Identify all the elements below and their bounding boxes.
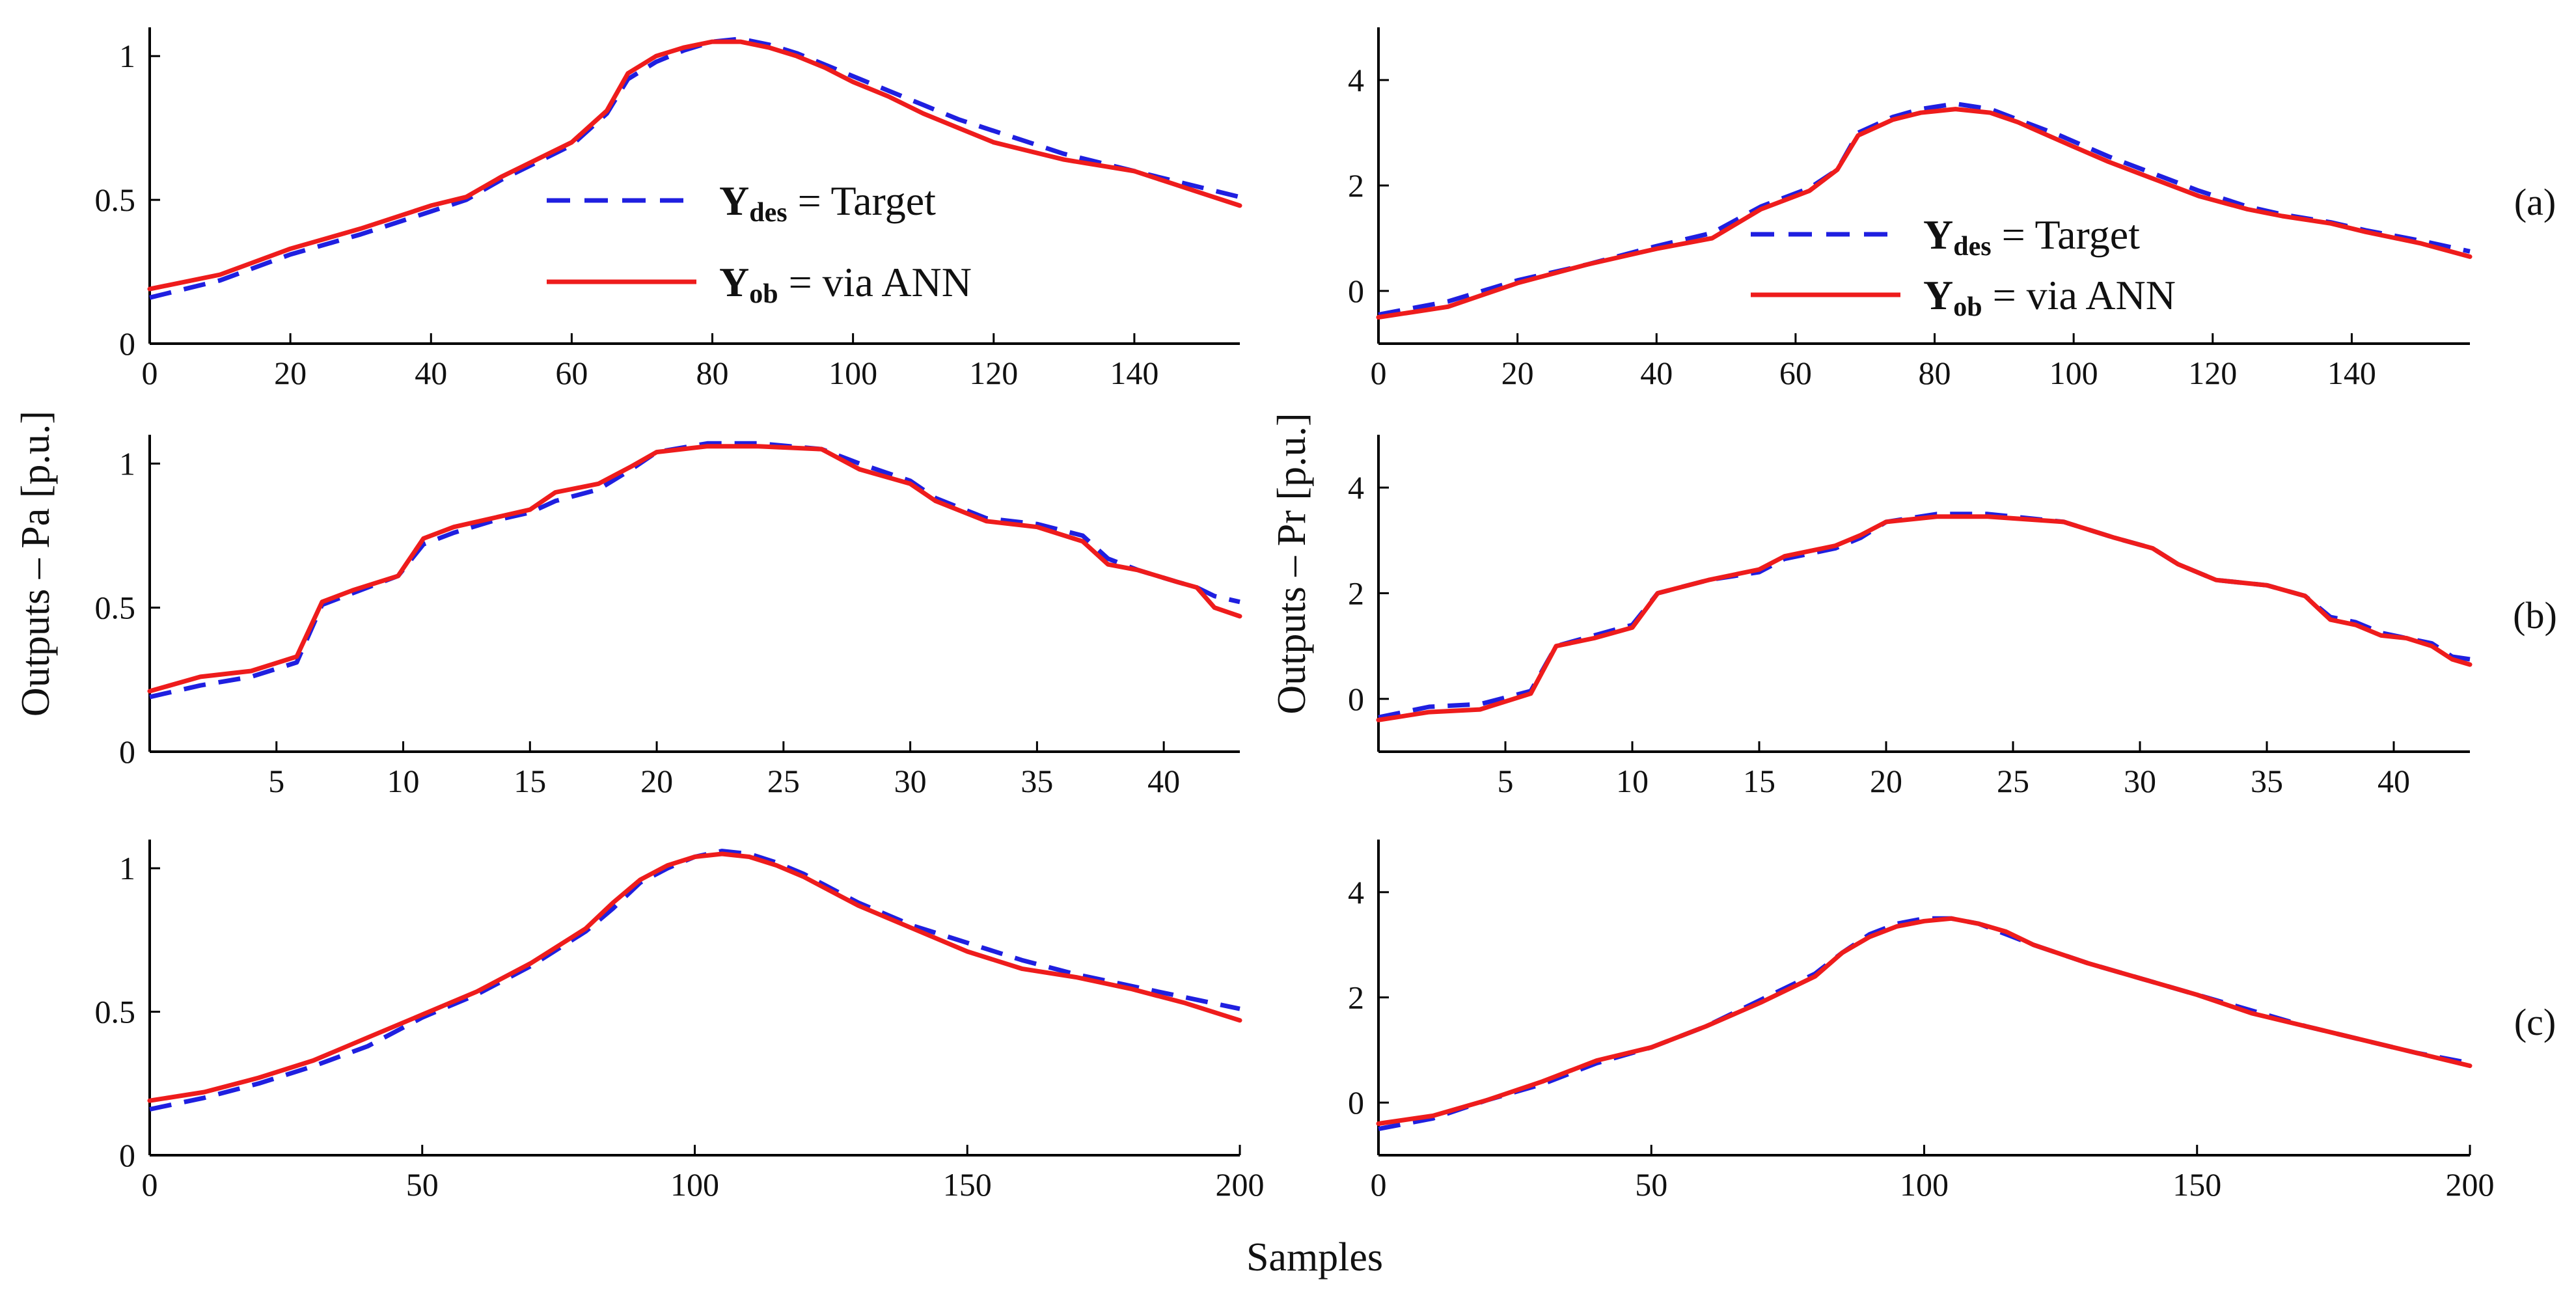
legend-right-target-label: Ydes = Target: [1923, 212, 2140, 262]
x-tick-label: 25: [767, 763, 800, 799]
y-tick-label: 0.5: [95, 590, 136, 626]
legend-left-target-label: Ydes = Target: [719, 178, 936, 228]
x-tick-label: 50: [406, 1166, 439, 1203]
y-tick-label: 0: [1348, 1084, 1364, 1121]
x-tick-label: 40: [1640, 355, 1673, 391]
chart-panel-a-Pr: 0 20 40 60 80 100 120 140 0 2 4: [1348, 27, 2473, 391]
series-line-ann: [147, 444, 1242, 694]
y-tick-label: 0.5: [95, 182, 136, 218]
x-tick-label: 0: [142, 355, 158, 391]
y-tick-label: 0: [1348, 681, 1364, 717]
series-line-target: [149, 441, 1240, 700]
x-tick-label: 100: [829, 355, 877, 391]
x-tick-label: 20: [274, 355, 307, 391]
x-tick-label: 40: [1147, 763, 1180, 799]
y-axis-title-left: Outputs – Pa [p.u.]: [14, 411, 58, 717]
series-line-ann: [147, 851, 1242, 1103]
x-tick-label: 140: [2327, 355, 2376, 391]
series-line-ann: [147, 39, 1242, 292]
series-line-target: [149, 36, 1240, 300]
y-tick-label: 0: [119, 325, 135, 362]
series-line-target: [1378, 512, 2471, 720]
y-tick-label: 2: [1348, 167, 1364, 204]
x-tick-label: 5: [1498, 763, 1514, 799]
x-tick-label: 15: [514, 763, 546, 799]
y-axis-title-right-text: Outputs – Pr [p.u.]: [1270, 413, 1314, 714]
x-tick-label: 100: [2049, 355, 2098, 391]
x-tick-label: 40: [415, 355, 447, 391]
y-tick-label: 1: [119, 445, 135, 482]
chart-panel-b-Pr: 5 10 15 20 25 30 35 40 0 2 4: [1348, 435, 2473, 799]
y-axis-title-left-text: Outputs – Pa [p.u.]: [14, 411, 58, 717]
x-tick-label: 0: [142, 1166, 158, 1203]
x-tick-label: 120: [2188, 355, 2237, 391]
series-line-target: [1378, 101, 2471, 317]
y-tick-label: 0: [1348, 273, 1364, 309]
x-tick-label: 80: [696, 355, 729, 391]
panel-label-a: (a): [2514, 181, 2556, 223]
legend-left-ann-label: Yob = via ANN: [719, 259, 972, 309]
x-tick-label: 150: [2172, 1166, 2221, 1203]
y-tick-label: 2: [1348, 575, 1364, 612]
series-line-ann: [1376, 916, 2473, 1126]
y-tick-label: 0: [119, 1137, 135, 1173]
series-line-target: [1378, 916, 2471, 1132]
x-tick-label: 20: [640, 763, 673, 799]
y-tick-label: 0.5: [95, 994, 136, 1030]
legend-right-ann-label: Yob = via ANN: [1923, 272, 2176, 322]
y-tick-label: 1: [119, 38, 135, 74]
x-tick-label: 5: [268, 763, 284, 799]
x-tick-label: 20: [1501, 355, 1534, 391]
y-tick-label: 4: [1348, 469, 1364, 506]
x-tick-label: 10: [1616, 763, 1649, 799]
x-tick-label: 0: [1371, 355, 1387, 391]
x-tick-label: 40: [2377, 763, 2410, 799]
legend-right: Ydes = Target Yob = via ANN: [1751, 212, 2176, 322]
chart-panel-c-Pa: 0 50 100 150 200 0 0.5 1: [95, 840, 1265, 1203]
chart-panel-c-Pr: 0 50 100 150 200 0 2 4: [1348, 840, 2495, 1203]
x-tick-label: 35: [1021, 763, 1053, 799]
y-tick-label: 4: [1348, 874, 1364, 911]
x-tick-label: 60: [1779, 355, 1812, 391]
x-tick-label: 120: [969, 355, 1018, 391]
x-tick-label: 20: [1870, 763, 1902, 799]
x-tick-label: 30: [2124, 763, 2156, 799]
y-tick-label: 2: [1348, 979, 1364, 1016]
series-line-ann: [1376, 107, 2473, 320]
x-tick-label: 140: [1110, 355, 1158, 391]
panel-label-b: (b): [2513, 594, 2557, 637]
x-tick-label: 60: [555, 355, 588, 391]
x-tick-label: 80: [1919, 355, 1951, 391]
x-tick-label: 50: [1635, 1166, 1667, 1203]
chart-panel-a-Pa: 0 20 40 60 80 100 120 140 0 0.5 1: [95, 27, 1242, 391]
series-line-target: [149, 849, 1240, 1112]
series-line-ann: [1376, 514, 2473, 722]
x-tick-label: 100: [670, 1166, 719, 1203]
x-tick-label: 200: [2446, 1166, 2495, 1203]
x-tick-label: 10: [387, 763, 420, 799]
y-tick-label: 0: [119, 733, 135, 770]
panel-label-c: (c): [2514, 1001, 2556, 1043]
chart-panel-b-Pa: 5 10 15 20 25 30 35 40 0 0.5 1: [95, 435, 1242, 799]
x-tick-label: 200: [1216, 1166, 1265, 1203]
y-tick-label: 4: [1348, 62, 1364, 98]
x-tick-label: 15: [1743, 763, 1775, 799]
x-tick-label: 0: [1371, 1166, 1387, 1203]
x-axis-title: Samples: [1246, 1235, 1383, 1280]
x-tick-label: 30: [894, 763, 927, 799]
x-tick-label: 150: [943, 1166, 992, 1203]
x-tick-label: 100: [1900, 1166, 1949, 1203]
x-tick-label: 25: [1997, 763, 2029, 799]
legend-left: Ydes = Target Yob = via ANN: [547, 178, 972, 309]
y-axis-title-right: Outputs – Pr [p.u.]: [1270, 413, 1314, 714]
y-tick-label: 1: [119, 850, 135, 886]
x-tick-label: 35: [2251, 763, 2283, 799]
